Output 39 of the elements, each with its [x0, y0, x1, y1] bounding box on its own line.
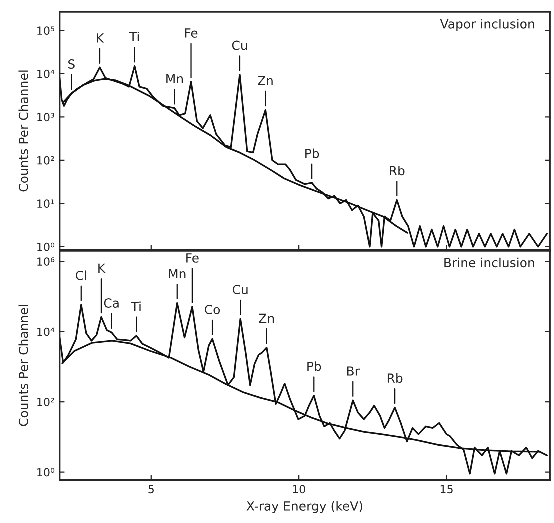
annotation: Pb	[306, 148, 320, 158]
annotation: Rb	[390, 166, 405, 176]
annotation: Pb	[308, 362, 322, 372]
x-tick-label: 5	[148, 485, 154, 494]
y-tick-label: 10³	[38, 113, 54, 122]
annotation: Mn	[169, 269, 186, 278]
y-tick-label: 10⁰	[38, 468, 55, 477]
y-axis-title: Counts Per Channel	[18, 305, 28, 426]
annotation: Ca	[104, 298, 119, 308]
annotation: K	[97, 34, 104, 43]
y-tick-label: 10²	[38, 398, 54, 406]
x-tick-label: 10	[293, 485, 306, 494]
annotation: Brine inclusion	[444, 258, 534, 268]
annotation: S	[68, 60, 75, 70]
annotation: Co	[205, 305, 220, 314]
y-tick-label: 10¹	[38, 200, 54, 208]
y-axis-title: Counts Per Channel	[18, 70, 28, 192]
annotation: Ti	[129, 32, 140, 42]
annotation: Fe	[185, 28, 198, 38]
y-tick-label: 10⁰	[38, 242, 55, 252]
annotation: Rb	[388, 373, 403, 384]
y-tick-label: 10⁴	[38, 328, 55, 336]
annotation: Mn	[166, 74, 184, 84]
annotation: Zn	[258, 76, 273, 86]
x-axis-title: X-ray Energy (keV)	[246, 501, 362, 514]
x-tick-label: 15	[440, 485, 453, 494]
annotation: Cu	[232, 40, 248, 50]
annotation: Zn	[259, 314, 274, 324]
annotation: Cl	[76, 270, 86, 280]
y-tick-label: 10⁴	[38, 70, 55, 78]
annotation: Br	[347, 366, 360, 376]
annotation: Fe	[186, 254, 199, 263]
annotation: Ti	[131, 302, 141, 312]
annotation: Vapor inclusion	[440, 19, 534, 32]
y-tick-label: 10⁶	[38, 258, 55, 266]
y-tick-label: 10²	[38, 156, 54, 165]
annotation: Cu	[232, 285, 248, 294]
y-tick-label: 10⁵	[38, 26, 54, 36]
annotation: K	[98, 264, 106, 274]
